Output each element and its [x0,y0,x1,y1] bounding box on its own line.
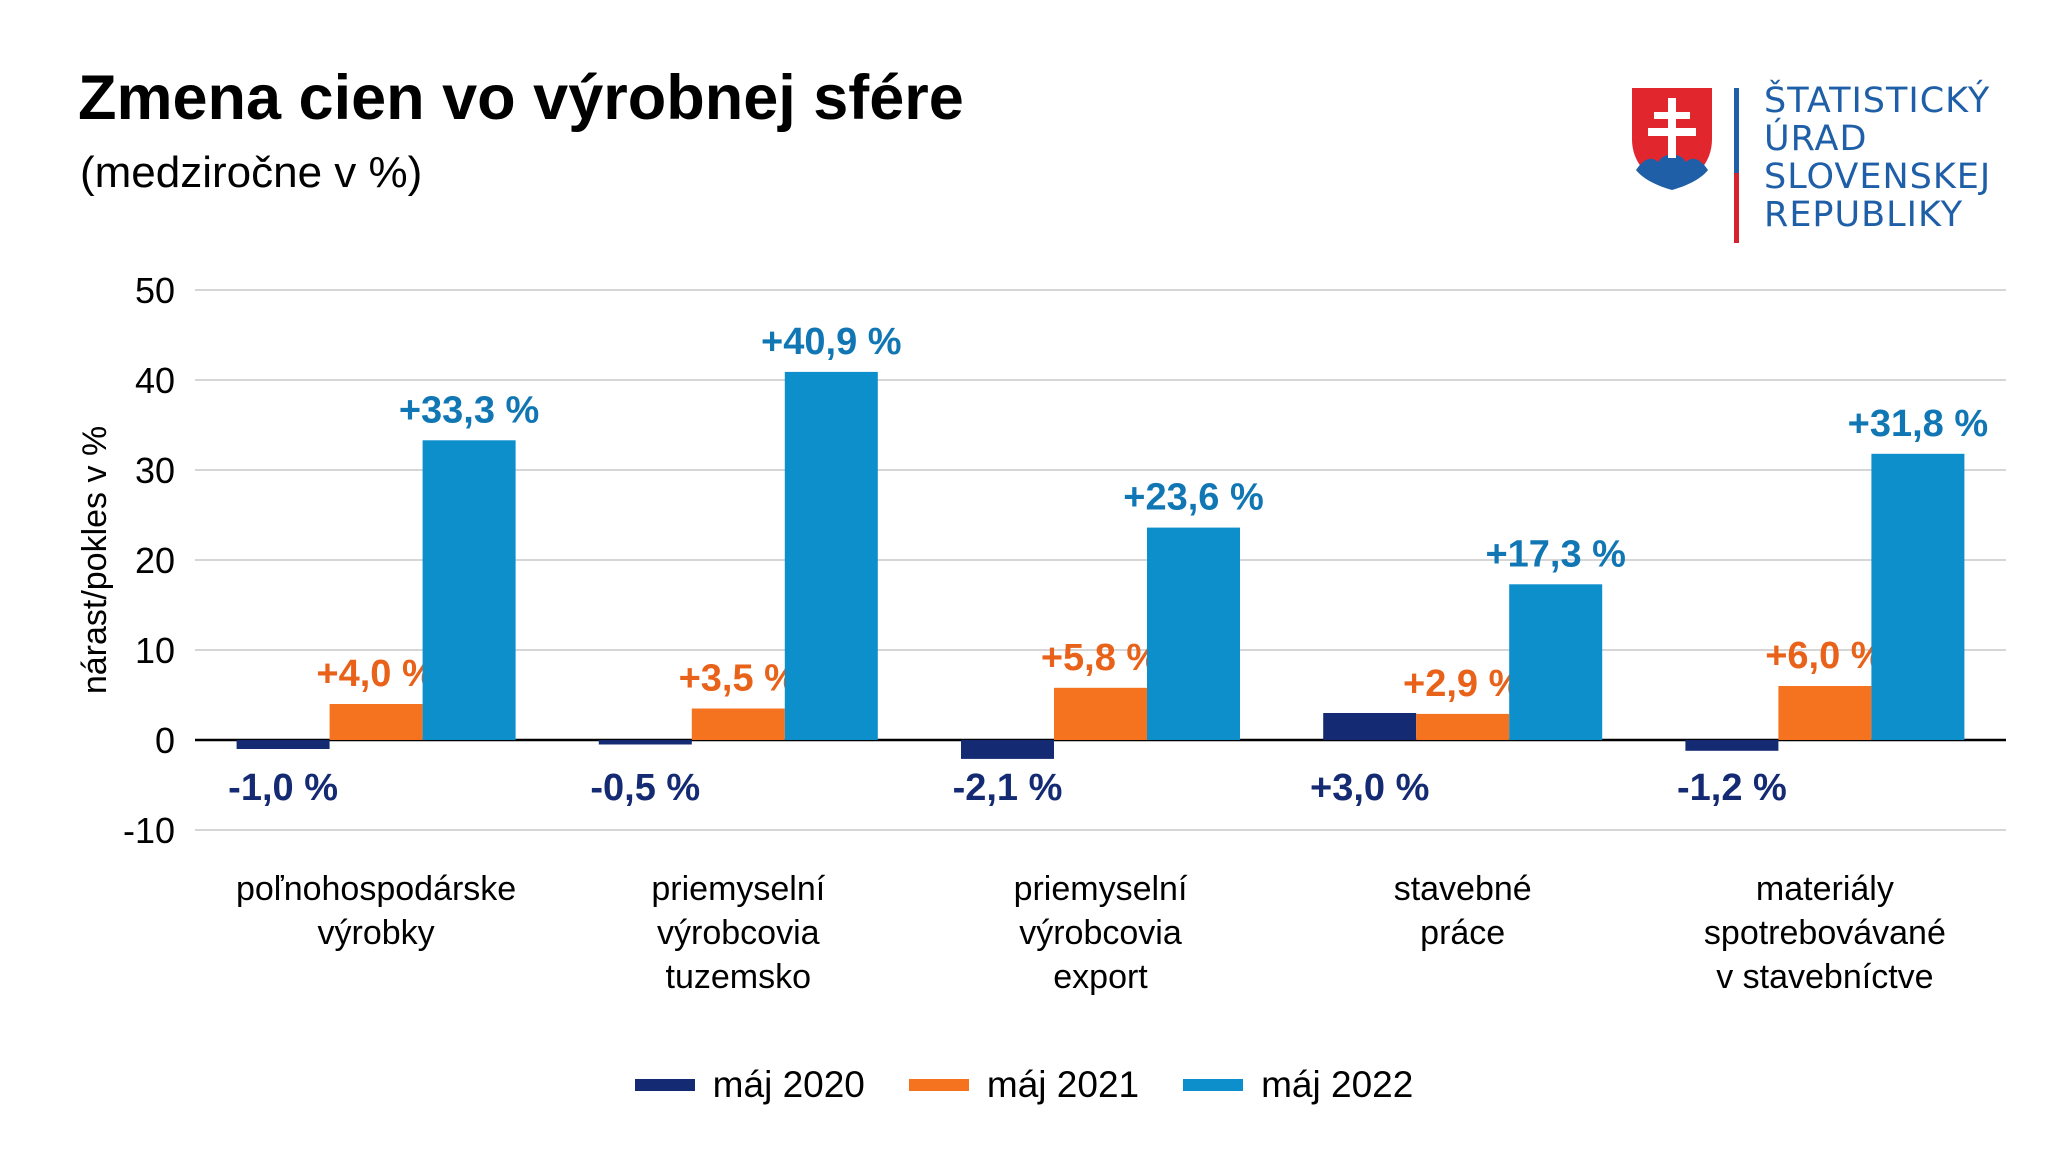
category-label: spotrebovávané [1704,914,1946,952]
bar [1778,686,1872,740]
bar [784,371,878,740]
bar [1871,453,1965,740]
category-label: poľnohospodárske [236,870,516,908]
data-label: +6,0 % [1765,635,1884,677]
logo-divider [1734,88,1739,243]
legend-swatch [908,1079,969,1091]
category-label: tuzemsko [666,958,812,996]
logo-line: ÚRAD [1764,119,1868,159]
data-label: +40,9 % [761,321,902,363]
y-tick-label: 40 [135,360,175,401]
data-label: -1,2 % [1677,767,1787,809]
y-tick-label: 10 [135,630,175,671]
y-tick-label: 20 [135,540,175,581]
legend-swatch [1183,1079,1244,1091]
y-axis-label: nárast/pokles v % [76,426,114,694]
category-label: export [1053,958,1148,996]
legend-item-2020: máj 2020 [634,1064,865,1106]
legend-label: máj 2020 [712,1064,865,1105]
category-label: výrobcovia [1019,914,1182,952]
bar [691,708,785,740]
data-label: +33,3 % [399,389,540,431]
logo-line: REPUBLIKY [1764,195,1964,235]
logo-text: ŠTATISTICKÝ ÚRAD SLOVENSKEJ REPUBLIKY [1764,82,1991,234]
logo-line: SLOVENSKEJ [1764,157,1992,197]
legend-item-2021: máj 2021 [908,1064,1140,1106]
legend-item-2022: máj 2022 [1183,1064,1413,1106]
y-tick-label: -10 [123,810,175,851]
category-label: priemyselní [1014,870,1188,908]
category-label: stavebné [1394,870,1532,908]
data-label: +23,6 % [1123,477,1264,519]
slovak-coat-of-arms-icon [1629,85,1715,193]
bar [961,740,1054,759]
bar [1323,713,1417,740]
y-tick-label: 50 [135,270,175,311]
bar [1685,740,1779,751]
bar [236,740,330,749]
bar [1147,527,1240,740]
data-label: -0,5 % [590,767,700,809]
category-label: materiály [1756,870,1894,908]
legend-label: máj 2022 [1261,1064,1414,1105]
logo-line: ŠTATISTICKÝ [1764,81,1991,121]
category-label: v stavebníctve [1716,958,1933,996]
chart-subtitle: (medziročne v %) [80,148,423,197]
data-label: +3,0 % [1310,767,1429,809]
category-label: práce [1420,914,1505,952]
category-label: výrobky [318,914,435,952]
legend: máj 2020 máj 2021 máj 2022 [0,1064,2048,1106]
y-tick-label: 0 [155,720,175,761]
bar [422,440,516,740]
data-label: +5,8 % [1041,637,1160,679]
bar [1509,584,1603,740]
bar [1416,713,1510,740]
category-label: priemyselní [651,870,825,908]
legend-label: máj 2021 [986,1064,1140,1105]
data-label: -1,0 % [228,767,338,809]
bar [598,740,692,745]
data-label: +17,3 % [1485,533,1626,575]
institution-logo: ŠTATISTICKÝ ÚRAD SLOVENSKEJ REPUBLIKY [1626,82,2006,244]
chart-title: Zmena cien vo výrobnej sfére [78,63,964,133]
data-label: +3,5 % [679,658,798,700]
bar [1054,687,1147,740]
data-label: +31,8 % [1848,403,1989,445]
bar [329,704,423,740]
data-label: -2,1 % [953,767,1063,809]
data-label: +2,9 % [1403,663,1522,705]
category-label: výrobcovia [657,914,820,952]
y-tick-label: 30 [135,450,175,491]
legend-swatch [634,1079,695,1091]
data-label: +4,0 % [316,653,435,695]
